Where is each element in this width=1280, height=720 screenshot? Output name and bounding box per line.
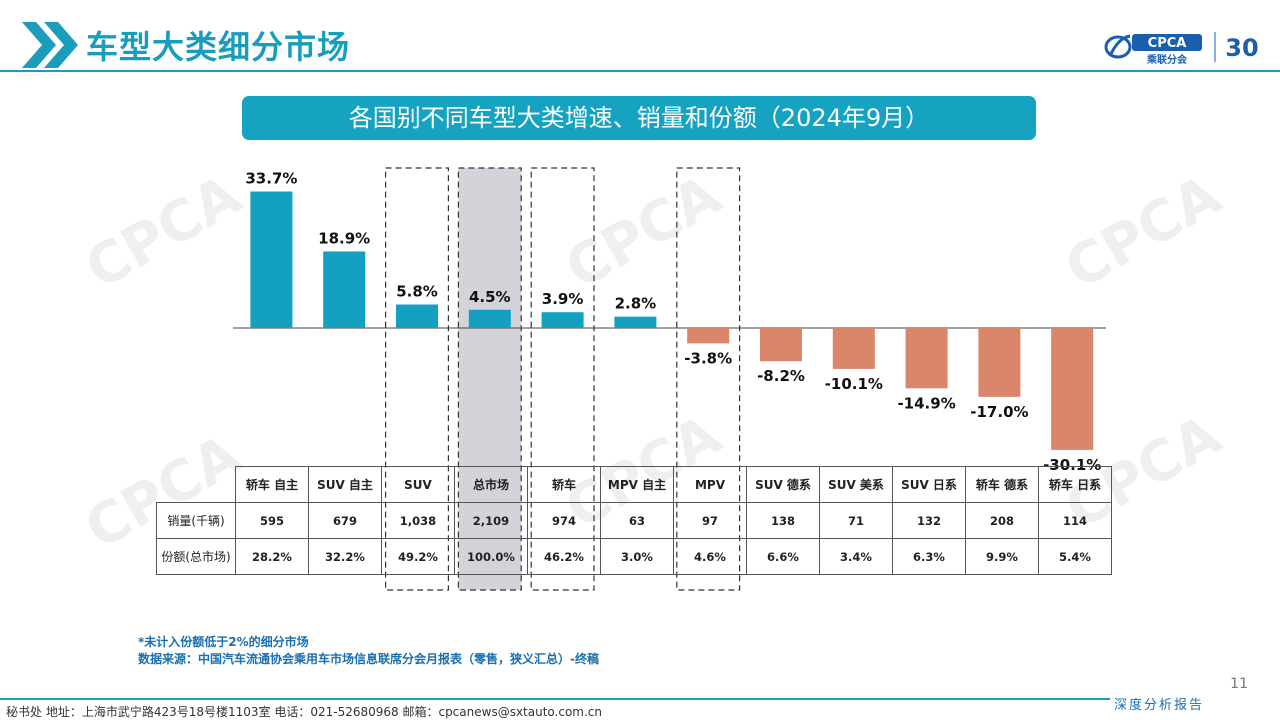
table-row-sales: 销量(千辆) 595 679 1,038 2,109 974 63 97 138 71 132 20…	[156, 502, 1112, 539]
table-row-label: 销量(千辆)	[156, 502, 236, 539]
page-title: 车型大类细分市场	[86, 28, 351, 66]
table-column-header: 轿车 德系	[965, 466, 1039, 503]
table-cell: 974	[527, 502, 601, 539]
page-number: 11	[1230, 676, 1248, 692]
table-column-header: 总市场	[454, 466, 528, 503]
table-cell: 6.3%	[892, 538, 966, 575]
data-label: 18.9%	[318, 229, 370, 247]
table-column-header: 轿车	[527, 466, 601, 503]
table-corner-cell	[156, 466, 236, 503]
table-column-header: SUV 日系	[892, 466, 966, 503]
table-cell: 28.2%	[235, 538, 309, 575]
title-underline	[0, 70, 1280, 72]
table-cell: 9.9%	[965, 538, 1039, 575]
cpca-logo: CPCA 乘联分会	[1104, 34, 1202, 66]
anniversary-badge: 30	[1214, 32, 1259, 62]
badge-text: 30	[1225, 34, 1258, 62]
table-column-header: SUV	[381, 466, 455, 503]
table-cell: 100.0%	[454, 538, 528, 575]
table-column-header: 轿车 日系	[1038, 466, 1112, 503]
footnote: *未计入份额低于2%的细分市场 数据来源：中国汽车流通协会乘用车市场信息联席分会…	[138, 634, 599, 668]
bar	[250, 191, 293, 328]
data-label: -8.2%	[757, 367, 805, 385]
table-cell: 4.6%	[673, 538, 747, 575]
bar	[832, 328, 875, 369]
chart-banner-title: 各国别不同车型大类增速、销量和份额（2024年9月）	[242, 96, 1036, 140]
bar	[1051, 328, 1094, 450]
bar	[760, 328, 802, 362]
table-column-header: SUV 自主	[308, 466, 382, 503]
bar	[396, 304, 438, 328]
table-cell: 71	[819, 502, 893, 539]
data-label: -17.0%	[970, 403, 1028, 421]
data-label: -10.1%	[825, 375, 883, 393]
logo-text: CPCA	[1148, 36, 1187, 51]
table-cell: 46.2%	[527, 538, 601, 575]
bar	[978, 328, 1021, 397]
table-header-row: 轿车 自主 SUV 自主 SUV 总市场 轿车 MPV 自主 MPV SUV 德系 SUV 美系…	[156, 466, 1112, 503]
table-cell: 595	[235, 502, 309, 539]
data-label: 2.8%	[615, 295, 657, 313]
data-label: 33.7%	[245, 170, 297, 188]
table-cell: 138	[746, 502, 820, 539]
table-cell: 3.4%	[819, 538, 893, 575]
table-cell: 132	[892, 502, 966, 539]
table-column-header: SUV 美系	[819, 466, 893, 503]
bar	[905, 328, 948, 389]
table-cell: 32.2%	[308, 538, 382, 575]
data-label: 5.8%	[396, 283, 438, 301]
table-cell: 679	[308, 502, 382, 539]
data-label: -3.8%	[684, 349, 732, 367]
table-cell: 97	[673, 502, 747, 539]
table-row-label: 份额(总市场)	[156, 538, 236, 575]
source-line: 数据来源：中国汽车流通协会乘用车市场信息联席分会月报表（零售，狭义汇总）-终稿	[138, 652, 599, 666]
table-column-header: MPV	[673, 466, 747, 503]
table-column-header: 轿车 自主	[235, 466, 309, 503]
table-cell: 6.6%	[746, 538, 820, 575]
table-cell: 2,109	[454, 502, 528, 539]
dashed-highlight-box	[385, 167, 450, 591]
footer-address: 秘书处 地址：上海市武宁路423号18号楼1103室 电话：021-526809…	[6, 705, 603, 719]
table-cell: 3.0%	[600, 538, 674, 575]
dashed-highlight-box	[530, 167, 595, 591]
table-column-header: MPV 自主	[600, 466, 674, 503]
table-cell: 208	[965, 502, 1039, 539]
footer-divider	[0, 698, 1110, 700]
logo-subtext: 乘联分会	[1146, 53, 1187, 66]
table-column-header: SUV 德系	[746, 466, 820, 503]
dashed-highlight-box	[676, 167, 741, 591]
bar	[323, 251, 366, 328]
bar	[468, 309, 511, 328]
table-cell: 1,038	[381, 502, 455, 539]
table-cell: 49.2%	[381, 538, 455, 575]
data-label: 4.5%	[469, 288, 511, 306]
footnote-line: *未计入份额低于2%的细分市场	[138, 635, 309, 649]
footer-brand: 深度分析报告	[1114, 698, 1205, 713]
data-label: -14.9%	[897, 394, 955, 412]
bar	[541, 312, 584, 328]
table-cell: 5.4%	[1038, 538, 1112, 575]
table-cell: 63	[600, 502, 674, 539]
bar	[614, 316, 657, 328]
data-table: 轿车 自主 SUV 自主 SUV 总市场 轿车 MPV 自主 MPV SUV 德系 SUV 美系…	[156, 466, 1112, 575]
bar	[687, 328, 730, 344]
chevron-right-icon	[22, 22, 78, 68]
table-cell: 114	[1038, 502, 1112, 539]
table-row-share: 份额(总市场) 28.2% 32.2% 49.2% 100.0% 46.2% 3.0% 4.…	[156, 538, 1112, 575]
data-label: 3.9%	[542, 290, 584, 308]
